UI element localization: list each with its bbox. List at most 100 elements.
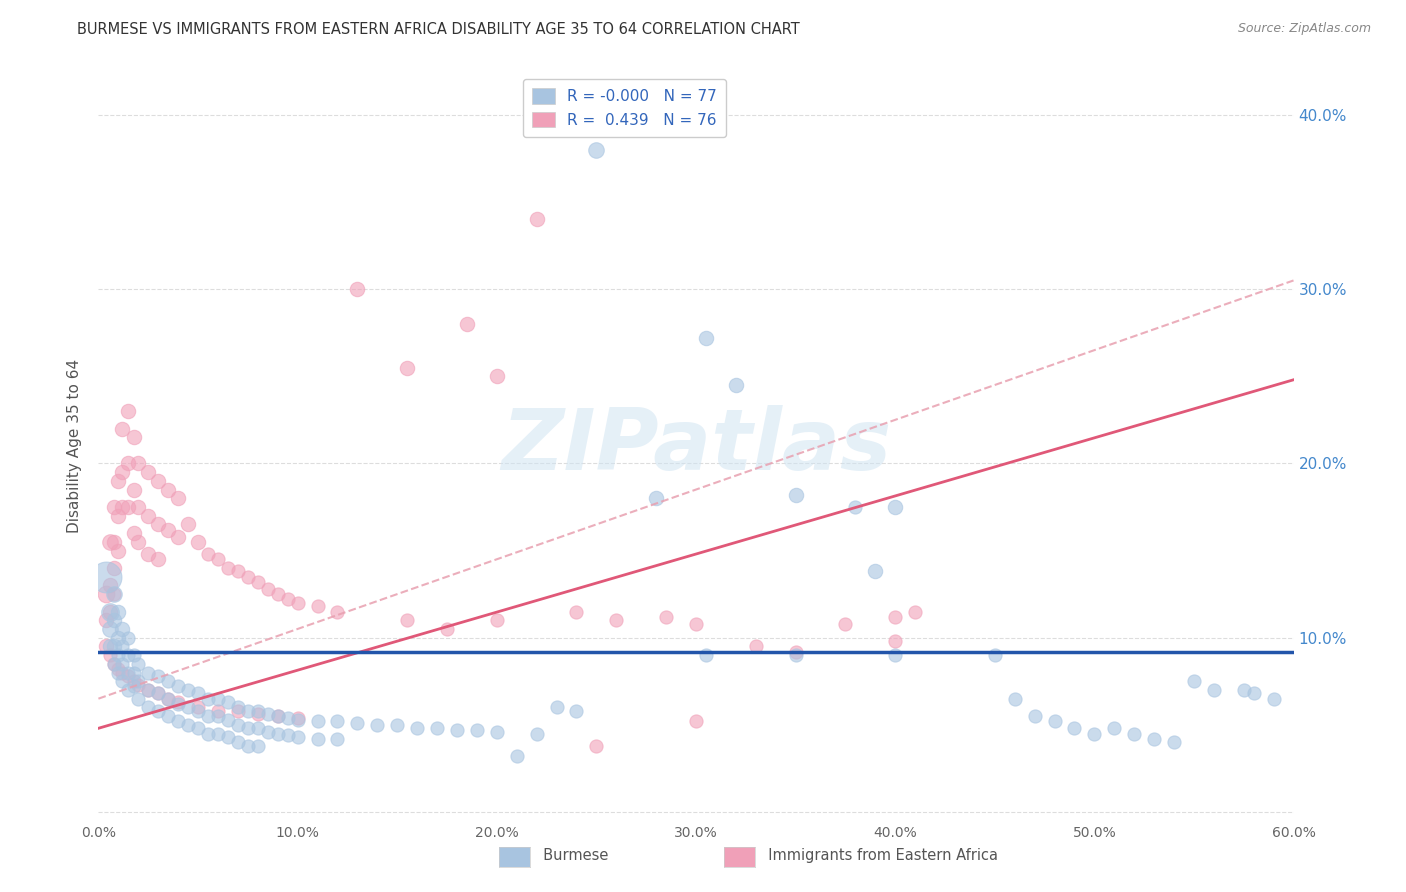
Point bbox=[1263, 691, 1285, 706]
Point bbox=[157, 691, 180, 706]
Point bbox=[111, 674, 134, 689]
Point bbox=[236, 739, 259, 753]
Point bbox=[177, 682, 200, 697]
Point bbox=[605, 613, 627, 627]
Point bbox=[267, 709, 290, 723]
Point bbox=[1233, 682, 1256, 697]
Point bbox=[246, 707, 269, 722]
Point bbox=[98, 640, 122, 654]
Point bbox=[1004, 691, 1026, 706]
Point bbox=[1163, 735, 1185, 749]
Point bbox=[207, 726, 229, 740]
Point bbox=[565, 605, 588, 619]
Point bbox=[904, 605, 927, 619]
Point bbox=[124, 674, 146, 689]
Point bbox=[207, 691, 229, 706]
Point bbox=[197, 547, 219, 561]
Point bbox=[111, 622, 134, 636]
Point bbox=[98, 578, 122, 592]
Point bbox=[267, 726, 290, 740]
Point bbox=[565, 704, 588, 718]
Point bbox=[446, 723, 468, 737]
Point bbox=[865, 565, 887, 579]
Point bbox=[127, 678, 149, 692]
Point bbox=[124, 483, 146, 497]
Point bbox=[267, 709, 290, 723]
Point bbox=[246, 704, 269, 718]
Point bbox=[136, 665, 159, 680]
Point bbox=[246, 739, 269, 753]
Point bbox=[277, 592, 299, 607]
Point bbox=[124, 430, 146, 444]
Point bbox=[1104, 721, 1126, 735]
Point bbox=[1243, 686, 1265, 700]
Point bbox=[124, 665, 146, 680]
Point bbox=[326, 605, 349, 619]
Point bbox=[396, 613, 419, 627]
Point bbox=[96, 613, 118, 627]
Point bbox=[217, 730, 239, 744]
Point bbox=[187, 721, 209, 735]
Point bbox=[167, 695, 190, 709]
Text: ZIPatlas: ZIPatlas bbox=[501, 404, 891, 488]
Point bbox=[167, 697, 190, 711]
Point bbox=[117, 682, 139, 697]
Point bbox=[287, 596, 309, 610]
Point bbox=[207, 709, 229, 723]
Point bbox=[107, 631, 129, 645]
Point bbox=[984, 648, 1007, 662]
Point bbox=[485, 369, 508, 384]
Point bbox=[585, 739, 607, 753]
Point bbox=[98, 648, 122, 662]
Point bbox=[724, 378, 747, 392]
Point bbox=[111, 665, 134, 680]
Point bbox=[187, 704, 209, 718]
Point bbox=[785, 645, 807, 659]
Point bbox=[103, 613, 125, 627]
Point bbox=[148, 552, 170, 566]
Point bbox=[117, 404, 139, 418]
Point bbox=[246, 574, 269, 589]
Point bbox=[277, 711, 299, 725]
Point bbox=[246, 721, 269, 735]
Text: Source: ZipAtlas.com: Source: ZipAtlas.com bbox=[1237, 22, 1371, 36]
Point bbox=[287, 730, 309, 744]
Point bbox=[236, 721, 259, 735]
Point bbox=[366, 718, 388, 732]
Point bbox=[256, 724, 278, 739]
Point bbox=[385, 718, 409, 732]
Point bbox=[236, 570, 259, 584]
Point bbox=[136, 547, 159, 561]
Point bbox=[136, 682, 159, 697]
Point bbox=[207, 552, 229, 566]
Point bbox=[103, 561, 125, 575]
Point bbox=[107, 605, 129, 619]
Point bbox=[207, 704, 229, 718]
Point bbox=[307, 714, 329, 729]
Point bbox=[177, 517, 200, 532]
Point bbox=[685, 714, 707, 729]
Point bbox=[256, 582, 278, 596]
Point bbox=[124, 526, 146, 541]
Point bbox=[546, 700, 568, 714]
Point bbox=[785, 488, 807, 502]
Point bbox=[103, 640, 125, 654]
Y-axis label: Disability Age 35 to 64: Disability Age 35 to 64 bbox=[67, 359, 83, 533]
Point bbox=[117, 648, 139, 662]
Point bbox=[111, 657, 134, 671]
Point bbox=[127, 657, 149, 671]
Point bbox=[157, 523, 180, 537]
Point bbox=[96, 570, 118, 584]
Point bbox=[127, 674, 149, 689]
Point bbox=[177, 700, 200, 714]
Point bbox=[103, 534, 125, 549]
Point bbox=[124, 680, 146, 694]
Point bbox=[526, 212, 548, 227]
Point bbox=[287, 713, 309, 727]
Point bbox=[136, 465, 159, 479]
Point bbox=[148, 474, 170, 488]
Point bbox=[645, 491, 668, 506]
Point bbox=[585, 143, 607, 157]
Point bbox=[526, 726, 548, 740]
Point bbox=[217, 561, 239, 575]
